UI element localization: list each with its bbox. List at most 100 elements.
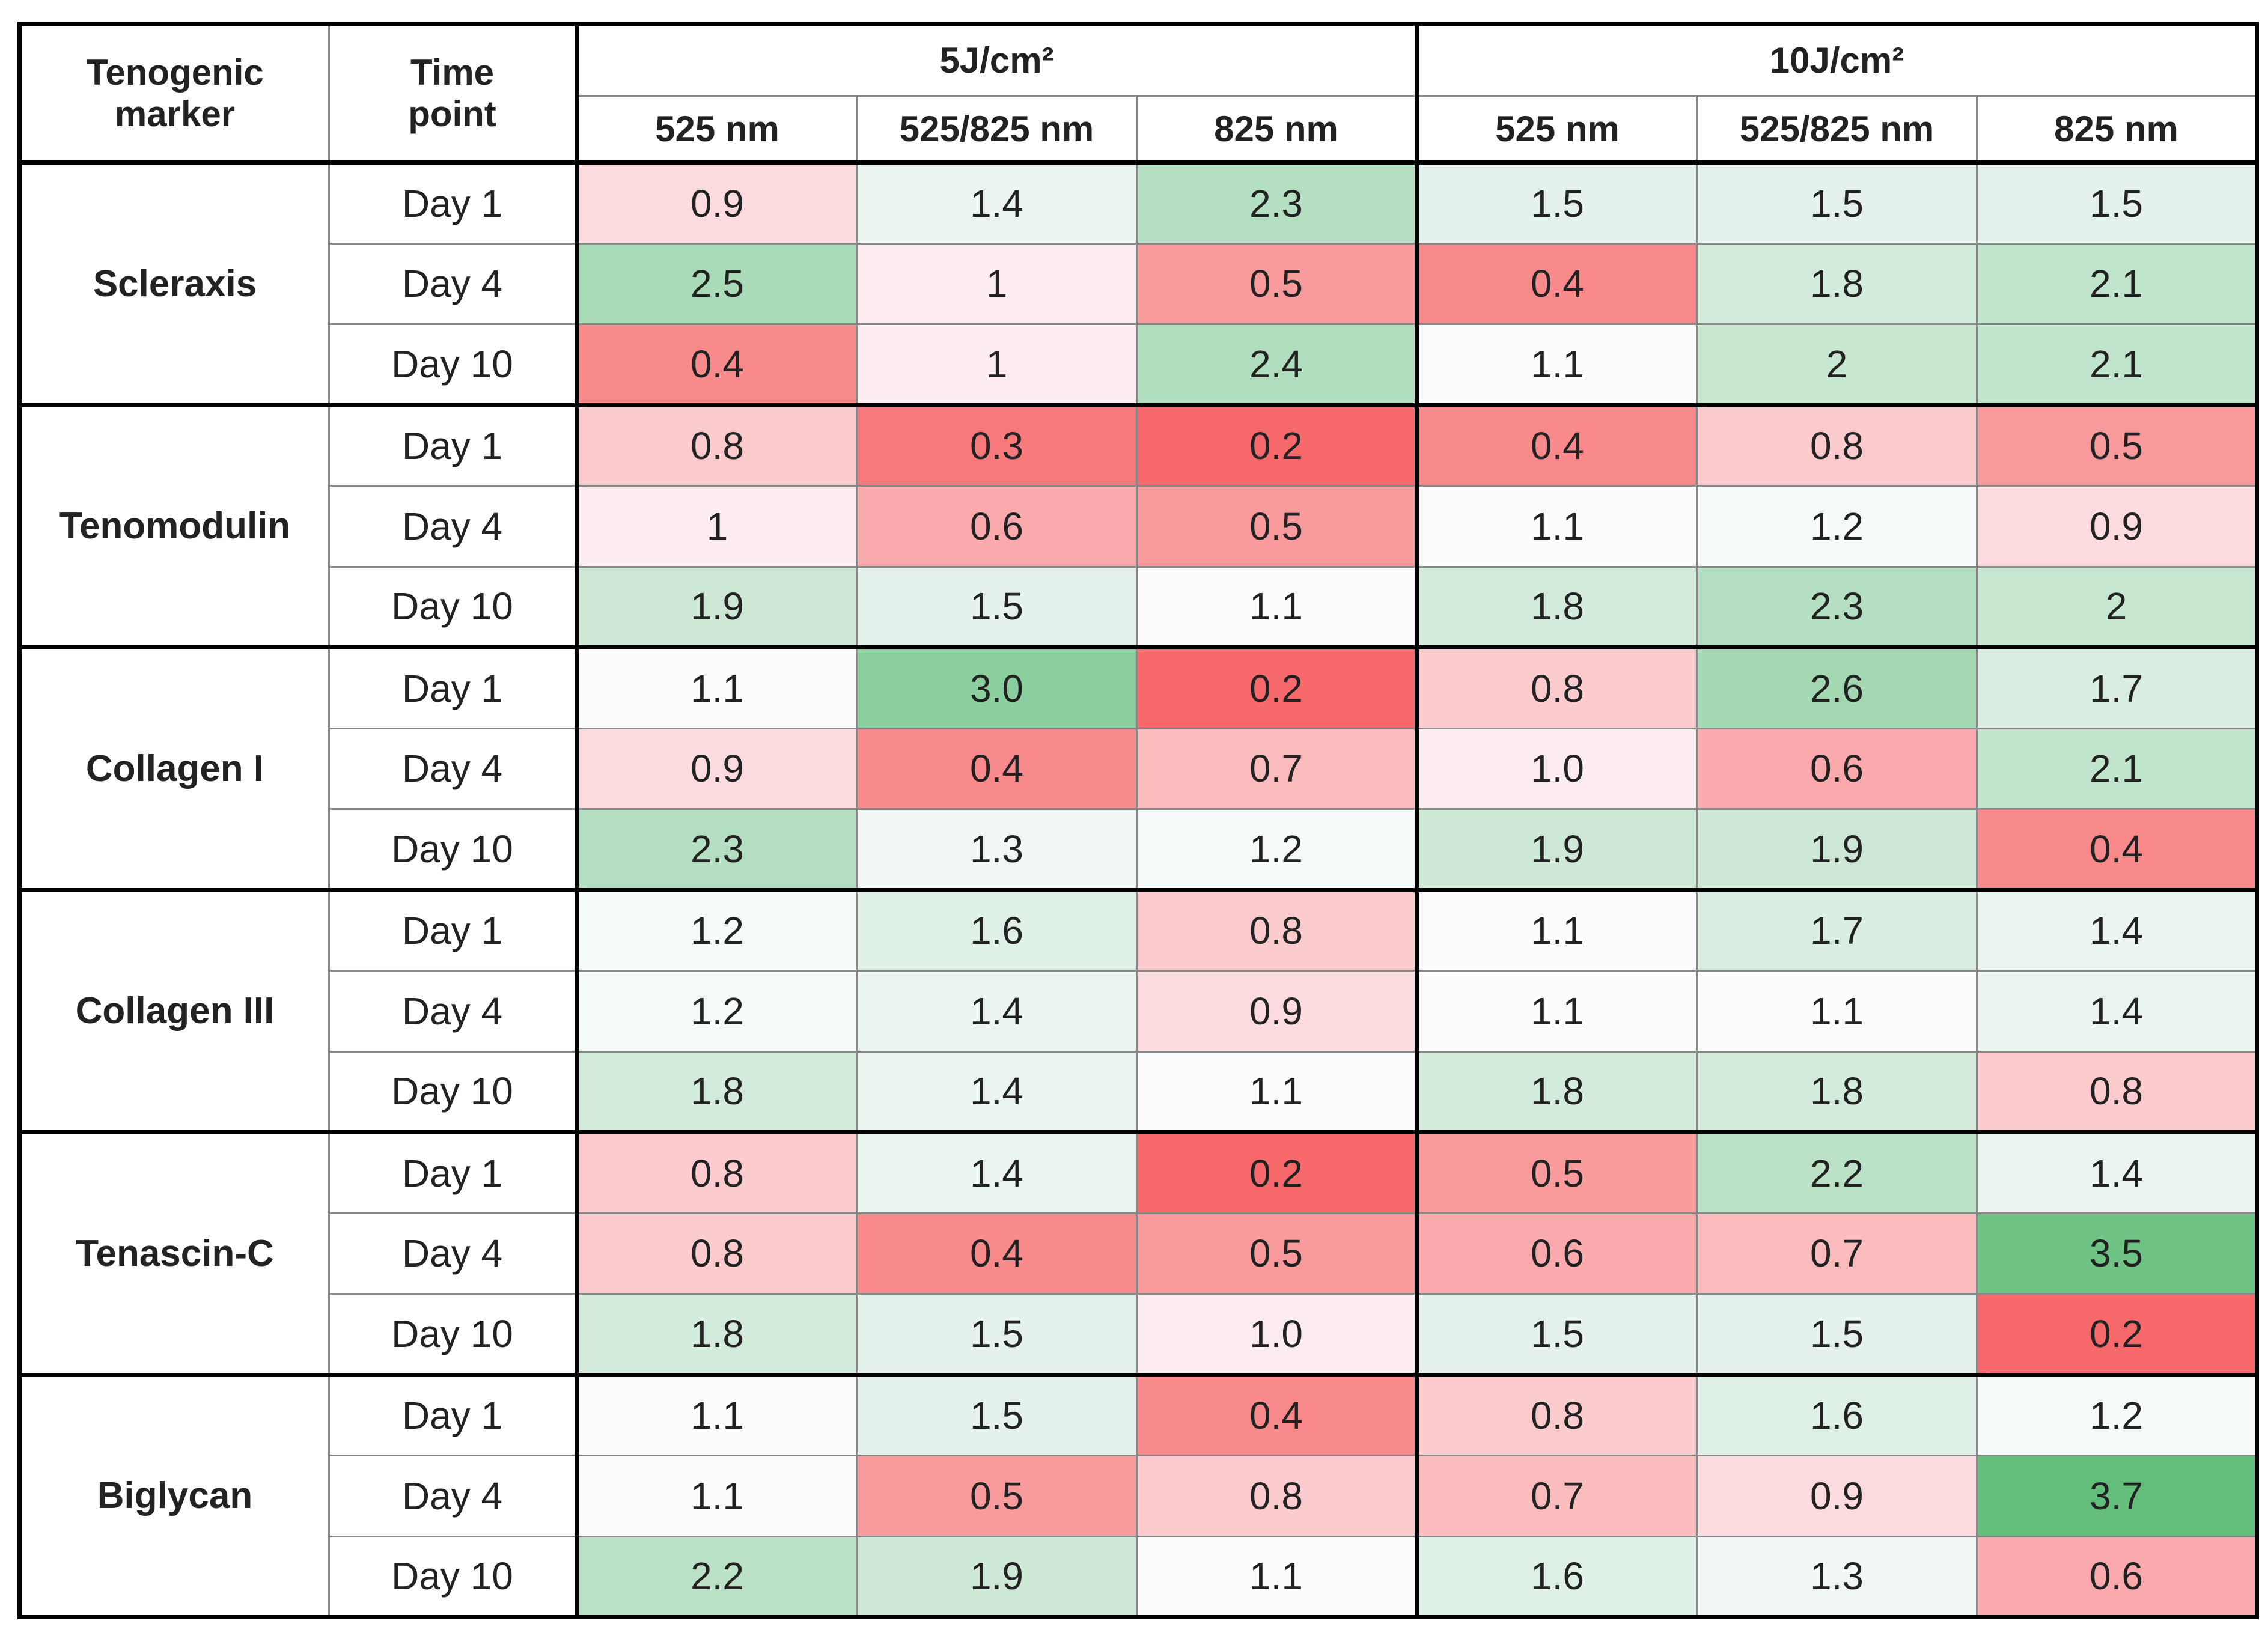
- value-cell: 0.4: [1415, 242, 1698, 325]
- header-row: 525 nm 525/825 nm 825 nm 525 nm 525/825 nm 82…: [20, 95, 2258, 165]
- value-cell: 1.9: [575, 565, 858, 648]
- time-cell: Day 10: [328, 1050, 578, 1133]
- value-cell: 1.0: [1136, 1293, 1418, 1376]
- value-cell: 2.3: [1136, 160, 1418, 245]
- sub-header: 825 nm: [1976, 95, 2258, 165]
- value-cell: 0.8: [575, 403, 858, 487]
- time-cell: Day 4: [328, 727, 578, 810]
- value-cell: 1.1: [575, 1372, 858, 1456]
- value-cell: 1.1: [575, 645, 858, 729]
- value-cell: 1.1: [1136, 1050, 1418, 1133]
- time-cell: Day 1: [328, 645, 578, 729]
- header-cell: Time point: [328, 23, 578, 165]
- value-cell: 0.9: [575, 727, 858, 810]
- time-cell: Day 10: [328, 565, 578, 648]
- value-cell: 1.5: [1415, 160, 1698, 245]
- time-cell: Day 1: [328, 403, 578, 487]
- value-cell: 2.3: [1696, 565, 1978, 648]
- value-cell: 2.4: [1136, 323, 1418, 406]
- value-cell: 1.5: [1976, 160, 2258, 245]
- value-cell: 2.6: [1696, 645, 1978, 729]
- value-cell: 1.1: [1415, 970, 1698, 1053]
- value-cell: 1.2: [1136, 808, 1418, 891]
- value-cell: 0.5: [1136, 1212, 1418, 1295]
- time-cell: Day 1: [328, 1372, 578, 1456]
- table-container: Tenogenic marker Time point 5J/cm² 10J/cm² 5…: [17, 22, 2259, 1619]
- value-cell: 1.4: [1976, 1130, 2258, 1214]
- value-cell: 1.6: [856, 887, 1138, 972]
- value-cell: 1.4: [1976, 970, 2258, 1053]
- value-cell: 1.8: [575, 1050, 858, 1133]
- value-cell: 0.3: [856, 403, 1138, 487]
- value-cell: 0.8: [1696, 403, 1978, 487]
- value-cell: 1.1: [1136, 565, 1418, 648]
- value-cell: 0.6: [1415, 1212, 1698, 1295]
- value-cell: 2: [1696, 323, 1978, 406]
- value-cell: 1.1: [1136, 1535, 1418, 1618]
- value-cell: 0.9: [1696, 1455, 1978, 1537]
- value-cell: 1.2: [575, 970, 858, 1053]
- value-cell: 1.9: [1415, 808, 1698, 891]
- value-cell: 2.2: [575, 1535, 858, 1618]
- data-row: Day 4 0.9 0.4 0.7 1.0 0.6 2.1: [20, 727, 2258, 810]
- data-row: Collagen I Day 1 1.1 3.0 0.2 0.8 2.6 1.7: [19, 645, 2258, 891]
- value-cell: 3.5: [1976, 1212, 2258, 1295]
- value-cell: 0.7: [1415, 1455, 1698, 1537]
- data-row: Day 4 1.1 0.5 0.8 0.7 0.9 3.7: [20, 1455, 2258, 1537]
- header-cell: Tenogenic marker: [19, 23, 330, 165]
- data-row: Day 10 1.8 1.4 1.1 1.8 1.8 0.8: [20, 1050, 2258, 1133]
- time-cell: Day 4: [328, 970, 578, 1053]
- value-cell: 1.4: [856, 1050, 1138, 1133]
- value-cell: 0.5: [1136, 485, 1418, 568]
- value-cell: 1.2: [1696, 485, 1978, 568]
- value-cell: 3.7: [1976, 1455, 2258, 1537]
- value-cell: 0.9: [575, 160, 858, 245]
- value-cell: 0.4: [1415, 403, 1698, 487]
- value-cell: 0.6: [1696, 727, 1978, 810]
- value-cell: 0.2: [1136, 1130, 1418, 1214]
- value-cell: 1.8: [1415, 1050, 1698, 1133]
- group-header: 5J/cm²: [575, 23, 1418, 97]
- data-row: Day 4 1 0.6 0.5 1.1 1.2 0.9: [20, 485, 2258, 568]
- time-cell: Day 4: [328, 242, 578, 325]
- time-cell: Day 10: [328, 323, 578, 406]
- marker-cell: Scleraxis: [19, 160, 330, 406]
- value-cell: 0.9: [1976, 485, 2258, 568]
- sub-header: 825 nm: [1136, 95, 1418, 165]
- value-cell: 0.8: [1136, 887, 1418, 972]
- marker-cell: Collagen III: [19, 887, 330, 1133]
- data-row: Day 10 0.4 1 2.4 1.1 2 2.1: [20, 323, 2258, 406]
- sub-header: 525 nm: [575, 95, 858, 165]
- value-cell: 1.0: [1415, 727, 1698, 810]
- value-cell: 0.4: [575, 323, 858, 406]
- value-cell: 1: [856, 323, 1138, 406]
- time-cell: Day 4: [328, 1212, 578, 1295]
- value-cell: 1.5: [1415, 1293, 1698, 1376]
- value-cell: 1.4: [856, 970, 1138, 1053]
- time-cell: Day 1: [328, 160, 578, 245]
- value-cell: 0.8: [575, 1212, 858, 1295]
- table-body: Scleraxis Day 1 0.9 1.4 2.3 1.5 1.5 1.5 Day 4 2.5…: [19, 160, 2258, 1618]
- data-row: Day 10 2.3 1.3 1.2 1.9 1.9 0.4: [20, 808, 2258, 891]
- value-cell: 1.3: [856, 808, 1138, 891]
- value-cell: 1.8: [575, 1293, 858, 1376]
- marker-cell: Biglycan: [19, 1372, 330, 1618]
- value-cell: 2.5: [575, 242, 858, 325]
- data-row: Scleraxis Day 1 0.9 1.4 2.3 1.5 1.5 1.5: [19, 160, 2258, 406]
- value-cell: 0.2: [1136, 403, 1418, 487]
- header-row: Tenogenic marker Time point 5J/cm² 10J/cm²: [19, 23, 2258, 165]
- value-cell: 1.7: [1976, 645, 2258, 729]
- value-cell: 1.9: [856, 1535, 1138, 1618]
- sub-header: 525/825 nm: [856, 95, 1138, 165]
- value-cell: 0.5: [856, 1455, 1138, 1537]
- time-cell: Day 4: [328, 1455, 578, 1537]
- data-row: Tenomodulin Day 1 0.8 0.3 0.2 0.4 0.8 0.5: [19, 403, 2258, 648]
- value-cell: 1.4: [856, 160, 1138, 245]
- value-cell: 2.2: [1696, 1130, 1978, 1214]
- value-cell: 0.9: [1136, 970, 1418, 1053]
- value-cell: 1.1: [1415, 485, 1698, 568]
- value-cell: 1.5: [1696, 160, 1978, 245]
- table-header: Tenogenic marker Time point 5J/cm² 10J/cm² 5…: [19, 23, 2258, 165]
- value-cell: 0.2: [1976, 1293, 2258, 1376]
